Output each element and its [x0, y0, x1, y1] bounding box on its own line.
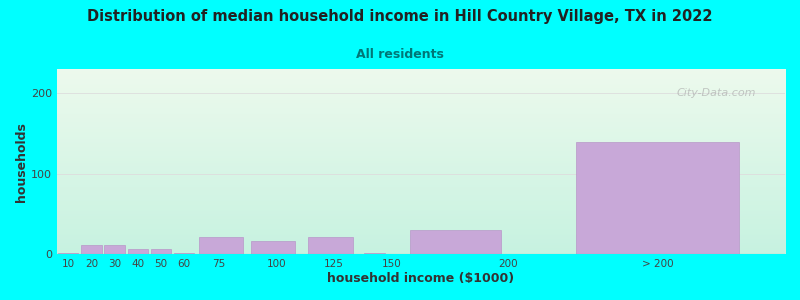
- Bar: [410, 230, 502, 254]
- Bar: [82, 245, 102, 254]
- Y-axis label: households: households: [15, 122, 28, 202]
- Bar: [104, 245, 125, 254]
- Bar: [308, 237, 353, 254]
- Text: All residents: All residents: [356, 48, 444, 61]
- Text: City-Data.com: City-Data.com: [676, 88, 756, 98]
- Bar: [174, 253, 194, 254]
- Bar: [58, 253, 78, 254]
- Bar: [365, 253, 385, 254]
- Bar: [150, 249, 171, 254]
- Bar: [577, 142, 739, 254]
- Bar: [127, 249, 148, 254]
- X-axis label: household income ($1000): household income ($1000): [327, 272, 514, 285]
- Text: Distribution of median household income in Hill Country Village, TX in 2022: Distribution of median household income …: [87, 9, 713, 24]
- Bar: [250, 241, 295, 254]
- Bar: [198, 237, 243, 254]
